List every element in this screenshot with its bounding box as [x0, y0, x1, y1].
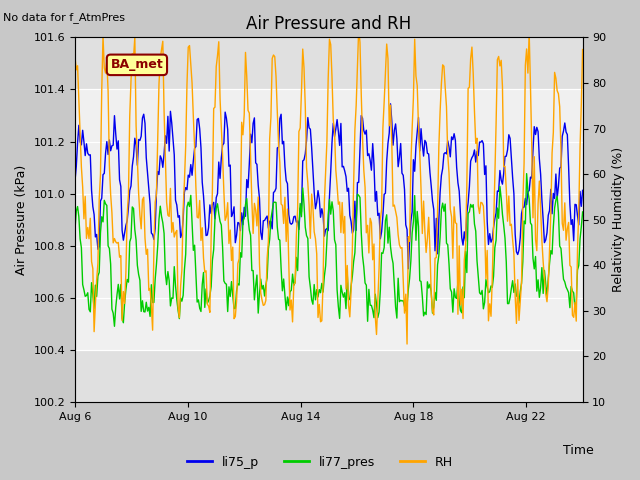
- Text: BA_met: BA_met: [111, 59, 163, 72]
- Y-axis label: Relativity Humidity (%): Relativity Humidity (%): [612, 147, 625, 292]
- Text: Time: Time: [563, 444, 594, 456]
- Legend: li75_p, li77_pres, RH: li75_p, li77_pres, RH: [182, 451, 458, 474]
- Y-axis label: Air Pressure (kPa): Air Pressure (kPa): [15, 165, 28, 275]
- Text: No data for f_AtmPres: No data for f_AtmPres: [3, 12, 125, 23]
- Bar: [75, 89, 582, 350]
- Title: Air Pressure and RH: Air Pressure and RH: [246, 15, 412, 33]
